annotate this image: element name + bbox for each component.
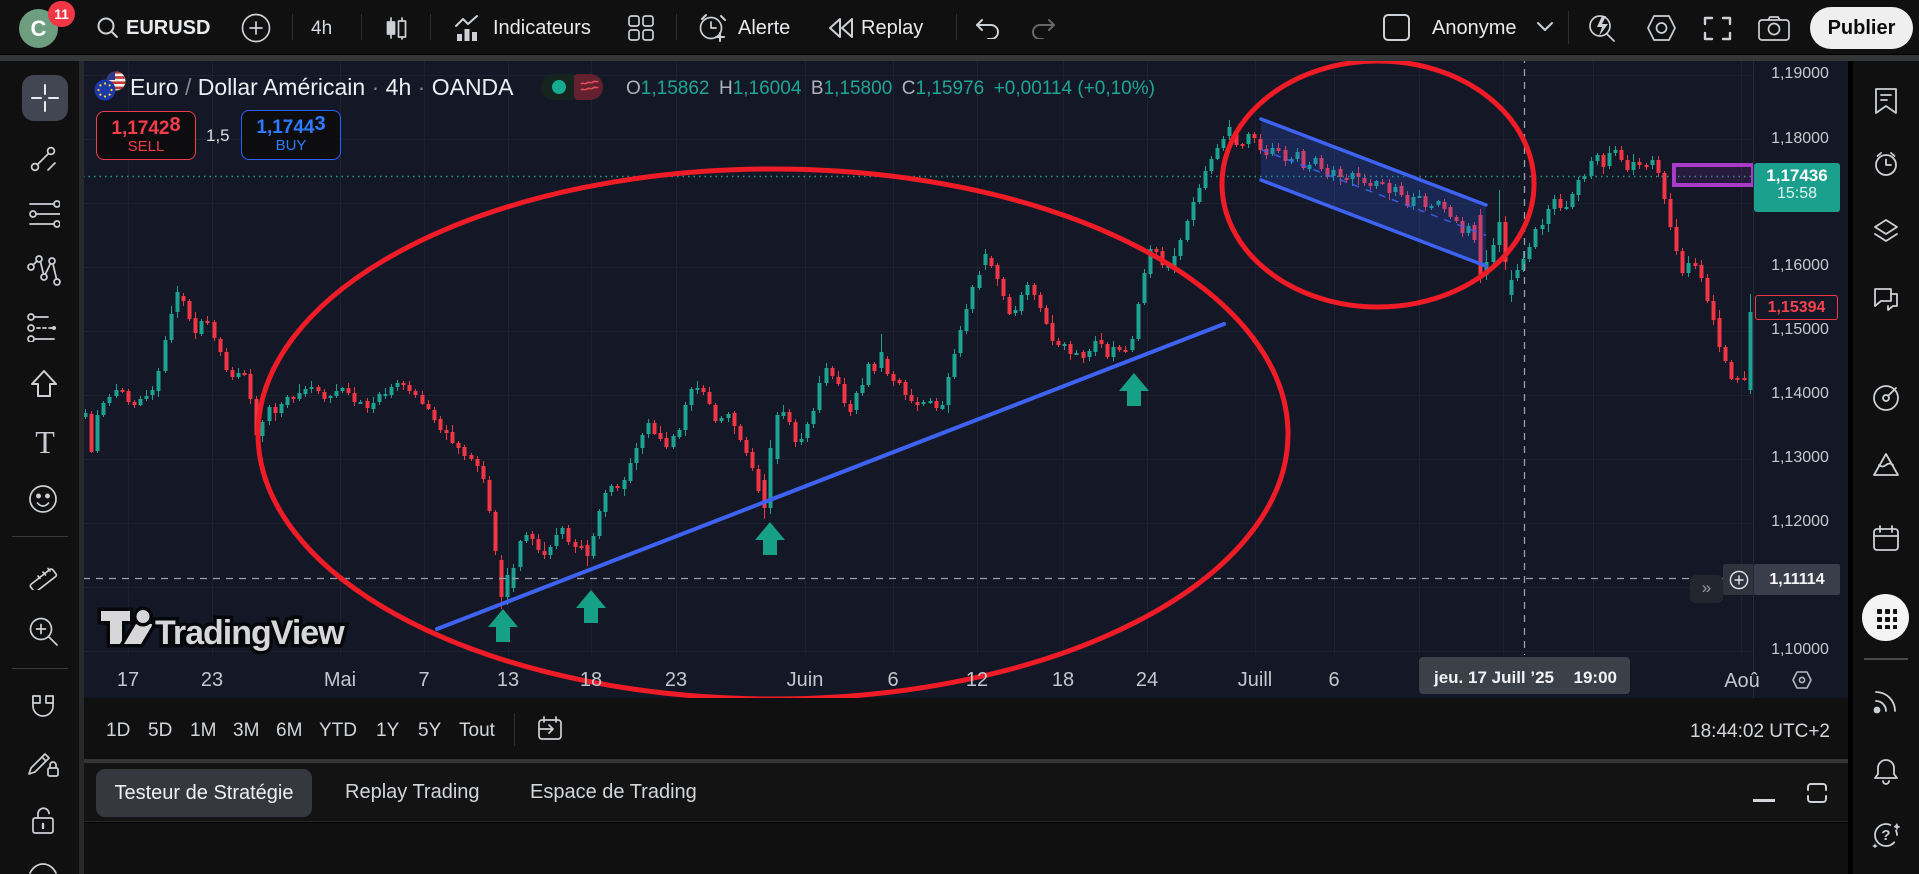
svg-text:19:00: 19:00 <box>1574 668 1617 687</box>
svg-text:17: 17 <box>117 669 139 691</box>
svg-text:jeu. 17 Juill ’25: jeu. 17 Juill ’25 <box>1433 668 1554 687</box>
svg-text:Mai: Mai <box>324 669 356 691</box>
svg-text:13: 13 <box>497 669 519 691</box>
svg-text:Juill: Juill <box>1238 669 1272 691</box>
svg-text:12: 12 <box>966 669 988 691</box>
svg-text:TradingView: TradingView <box>155 614 345 652</box>
svg-text:24: 24 <box>1136 669 1158 691</box>
svg-text:6: 6 <box>887 669 898 691</box>
svg-text:23: 23 <box>665 669 687 691</box>
svg-text:23: 23 <box>201 669 223 691</box>
svg-text:18: 18 <box>1052 669 1074 691</box>
svg-text:7: 7 <box>418 669 429 691</box>
svg-text:?: ? <box>1881 827 1890 844</box>
svg-text:6: 6 <box>1328 669 1339 691</box>
svg-text:Juin: Juin <box>787 669 824 691</box>
svg-text:18: 18 <box>580 669 602 691</box>
